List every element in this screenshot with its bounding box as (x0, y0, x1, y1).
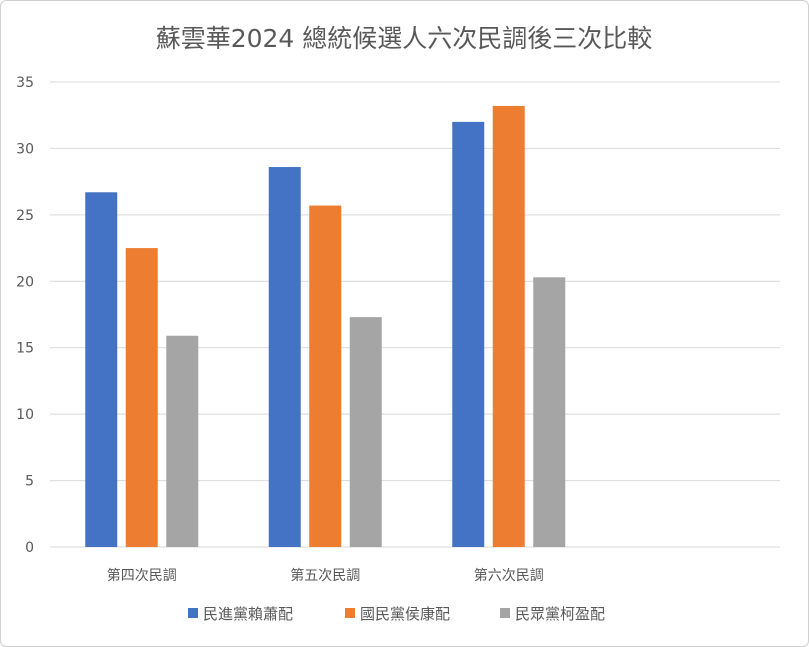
bar-2-3 (492, 105, 525, 548)
x-tick-label: 第六次民調 (474, 567, 544, 584)
bar-3-2 (349, 317, 382, 547)
x-tick-label: 第五次民調 (290, 567, 360, 584)
bar-2-2 (309, 205, 342, 548)
legend-label: 民進黨賴蕭配 (203, 605, 293, 623)
legend-swatch (345, 608, 355, 618)
bar-1-3 (452, 121, 485, 547)
bar-1-1 (85, 192, 118, 547)
y-tick-label: 15 (16, 341, 34, 357)
y-tick-label: 0 (25, 540, 34, 556)
y-tick-label: 30 (16, 141, 34, 157)
bar-3-1 (166, 335, 199, 547)
x-tick-label: 第四次民調 (107, 567, 177, 584)
legend-swatch (188, 608, 198, 618)
bar-1-2 (268, 167, 301, 547)
legend-swatch (500, 608, 510, 618)
legend-label: 國民黨侯康配 (360, 605, 450, 623)
legend-label: 民眾黨柯盈配 (515, 605, 605, 623)
bar-3-3 (533, 277, 566, 547)
y-tick-label: 20 (16, 274, 34, 290)
chart-title: 蘇雲華2024 總統候選人六次民調後三次比較 (156, 24, 653, 53)
bar-2-1 (125, 248, 158, 548)
y-tick-label: 10 (16, 407, 34, 423)
y-tick-label: 35 (16, 75, 34, 91)
y-tick-label: 25 (16, 208, 34, 224)
y-tick-label: 5 (25, 474, 34, 490)
